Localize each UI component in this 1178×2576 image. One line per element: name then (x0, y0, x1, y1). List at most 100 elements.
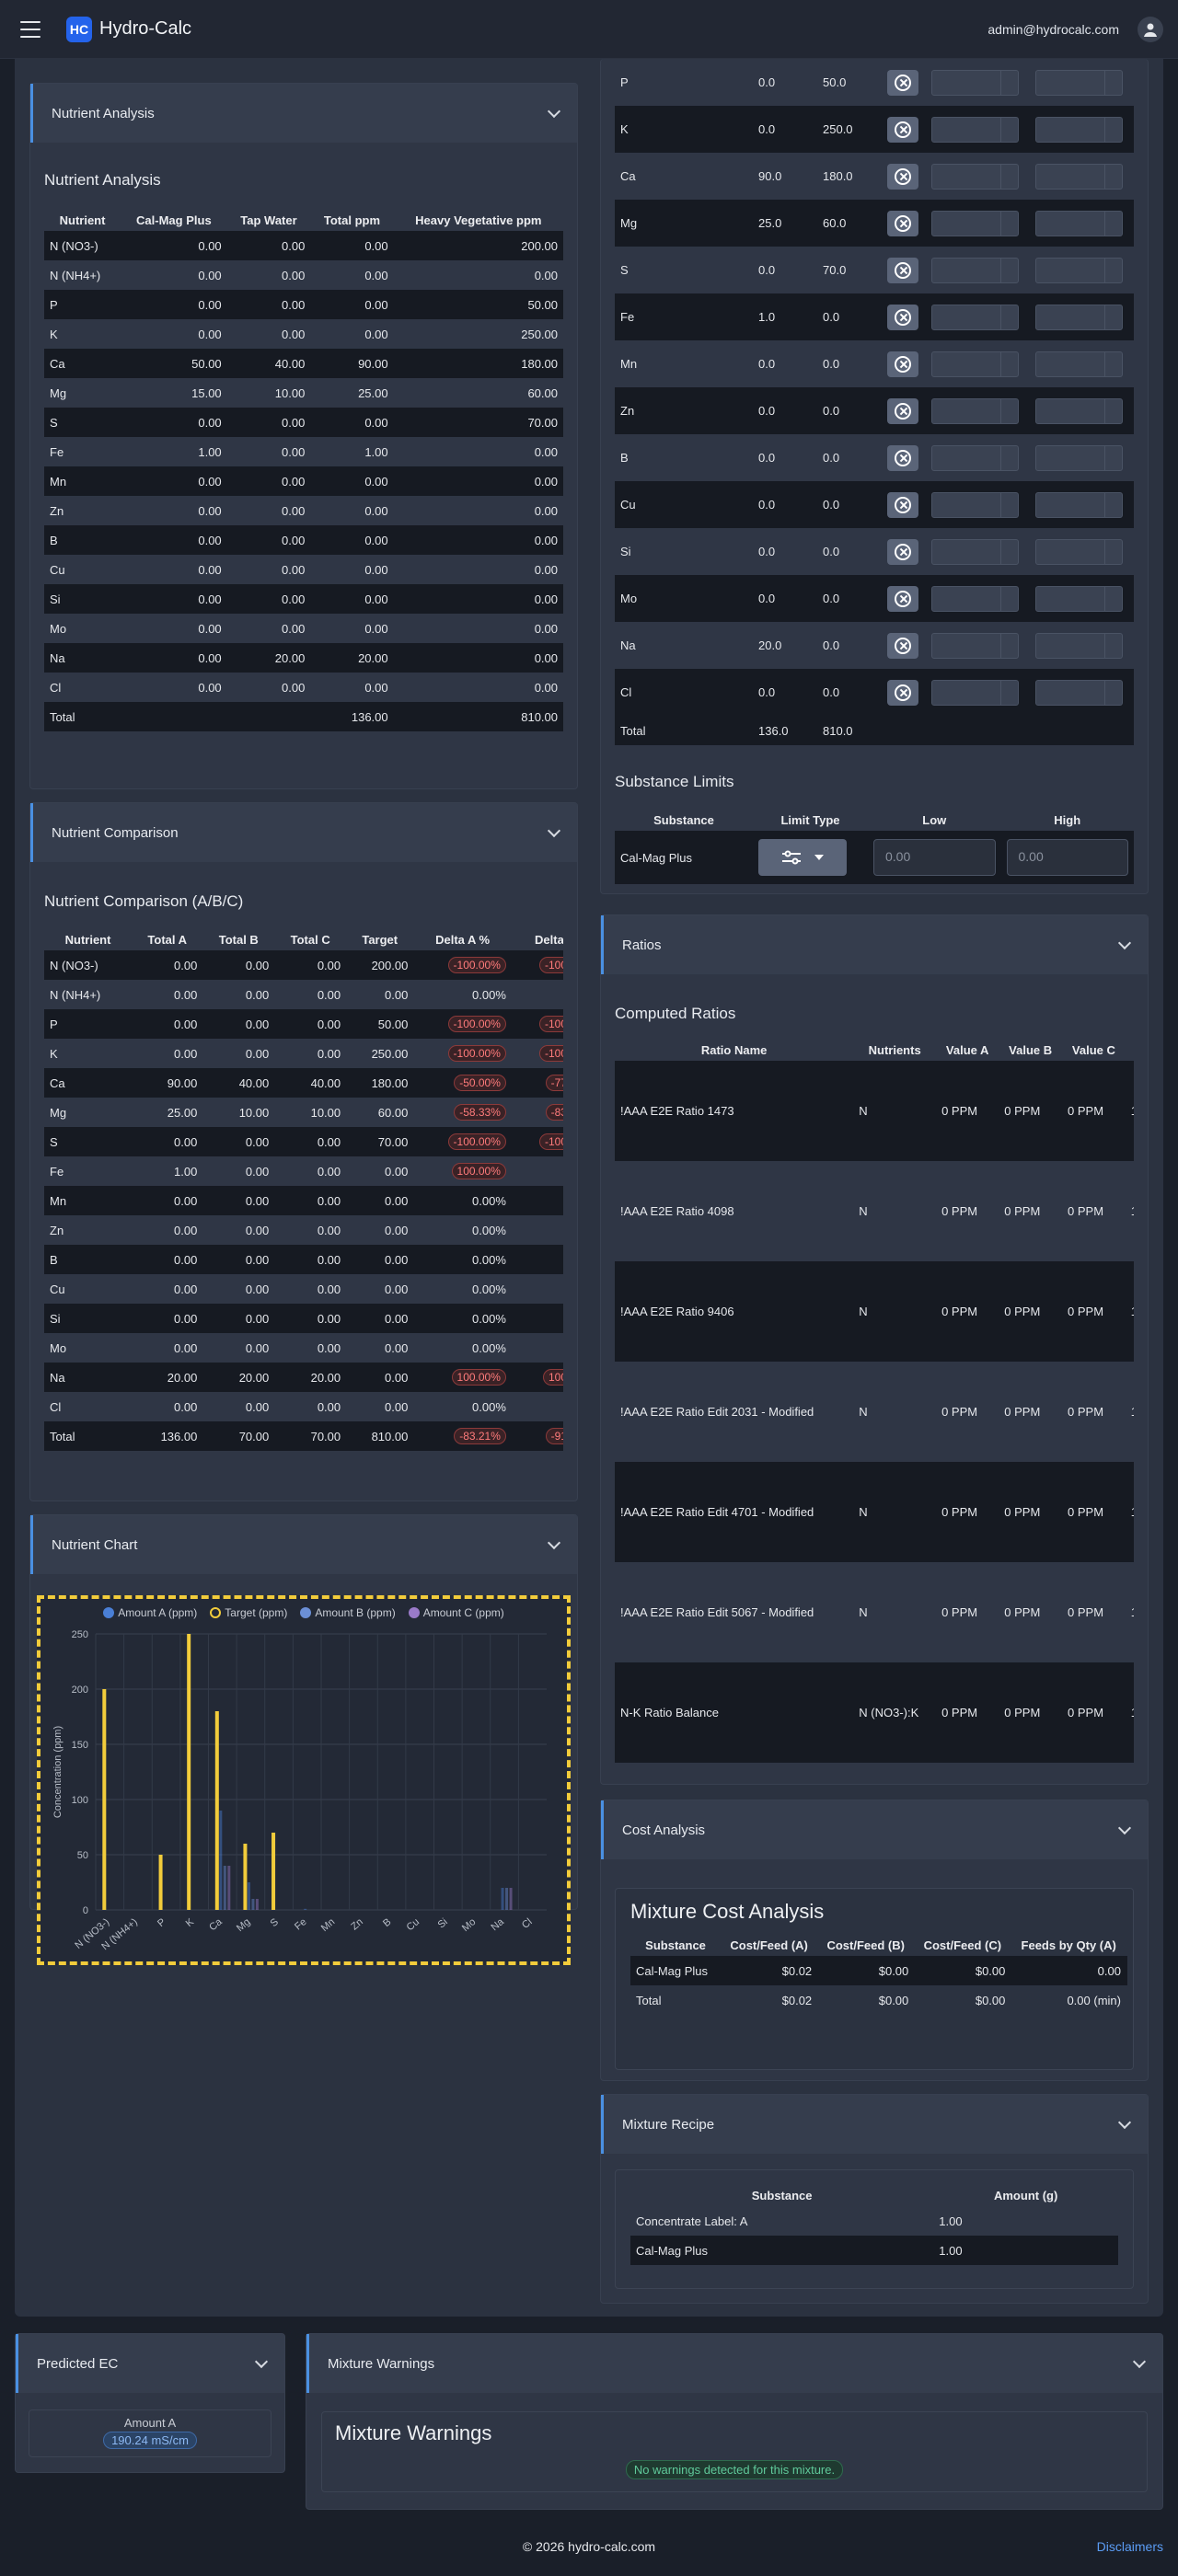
cost-analysis-header[interactable]: Cost Analysis (601, 1800, 1148, 1859)
remove-icon[interactable] (887, 69, 918, 96)
quantity-stepper[interactable] (931, 304, 1020, 330)
quantity-stepper[interactable] (931, 491, 1020, 518)
remove-icon[interactable] (887, 632, 918, 659)
ratios-header[interactable]: Ratios (601, 915, 1148, 974)
quantity-stepper[interactable] (931, 444, 1020, 471)
table-row: Na 20.00 20.00 20.00 0.00 100.00% 100.0 (44, 1363, 563, 1392)
cell-value: 0 PPM (1004, 1706, 1041, 1719)
table-cell: 0 PPM (999, 1562, 1062, 1662)
remove-icon[interactable] (887, 351, 918, 377)
quantity-stepper[interactable] (931, 397, 1020, 424)
nutrient-analysis-header[interactable]: Nutrient Analysis (30, 84, 577, 143)
cell-value: 180.0 (823, 169, 853, 183)
table-cell: 0 PPM (999, 1061, 1062, 1161)
mixture-warnings-header[interactable]: Mixture Warnings (306, 2334, 1162, 2393)
table-cell: K (44, 1039, 132, 1068)
chevron-down-icon[interactable] (1117, 936, 1132, 950)
quantity-stepper[interactable] (1035, 397, 1124, 424)
table-row: Total $0.02 $0.00 $0.00 0.00 (min) 0 (630, 1985, 1127, 2015)
cell-value: 0.00 (198, 268, 222, 282)
limit-high-input[interactable]: 0.00 (1006, 839, 1128, 876)
quantity-stepper[interactable] (931, 538, 1020, 565)
cell-value: -100.0 (538, 1016, 563, 1032)
table-cell: 0.0 (817, 575, 882, 622)
bar-amount-a (304, 1908, 307, 1910)
panel-title: Nutrient Chart (52, 1536, 138, 1553)
remove-icon[interactable] (887, 491, 918, 518)
comparison-table-scroll[interactable]: Nutrient Total A Total B Total C Target Delta… (44, 929, 563, 1487)
cell-value: 0.00 (245, 1134, 270, 1149)
remove-icon[interactable] (887, 444, 918, 471)
remove-icon[interactable] (887, 116, 918, 143)
quantity-stepper[interactable] (1035, 632, 1124, 659)
legend-item[interactable]: Amount B (ppm) (300, 1606, 396, 1619)
x-tick-label: Si (436, 1916, 450, 1930)
remove-icon[interactable] (887, 257, 918, 283)
remove-icon[interactable] (887, 304, 918, 330)
quantity-stepper[interactable] (931, 163, 1020, 190)
menu-icon[interactable] (20, 20, 40, 38)
quantity-stepper[interactable] (1035, 538, 1124, 565)
nutrient-chart-header[interactable]: Nutrient Chart (30, 1515, 577, 1574)
quantity-stepper[interactable] (931, 585, 1020, 612)
chevron-down-icon[interactable] (254, 2354, 269, 2369)
remove-icon[interactable] (887, 585, 918, 612)
quantity-stepper[interactable] (1035, 163, 1124, 190)
quantity-stepper[interactable] (1035, 116, 1124, 143)
limit-low-input[interactable]: 0.00 (873, 839, 996, 876)
cell-value: -100.0 (538, 1045, 563, 1062)
remove-icon[interactable] (887, 538, 918, 565)
quantity-stepper[interactable] (931, 351, 1020, 377)
ec-label: Amount A (123, 2416, 177, 2430)
limit-type-select[interactable] (758, 839, 847, 876)
legend-item[interactable]: Amount A (ppm) (103, 1606, 197, 1619)
table-cell: 810.00 (394, 702, 563, 731)
cell-value: 0.00 (174, 1193, 198, 1208)
quantity-stepper[interactable] (931, 257, 1020, 283)
quantity-stepper[interactable] (931, 116, 1020, 143)
legend-item[interactable]: Target (ppm) (210, 1606, 287, 1619)
table-row: Total 136.00 810.00 (44, 702, 563, 731)
chevron-down-icon[interactable] (547, 823, 561, 838)
chevron-down-icon[interactable] (1117, 1821, 1132, 1835)
quantity-stepper[interactable] (1035, 679, 1124, 706)
quantity-stepper[interactable] (1035, 210, 1124, 236)
cell-value: 0.00 (245, 1193, 270, 1208)
quantity-stepper[interactable] (1035, 69, 1124, 96)
predicted-ec-header[interactable]: Predicted EC (16, 2334, 284, 2393)
chevron-down-icon[interactable] (547, 104, 561, 119)
quantity-stepper[interactable] (1035, 444, 1124, 471)
cell-value: 0.00 (317, 1134, 341, 1149)
quantity-stepper[interactable] (1035, 585, 1124, 612)
quantity-stepper[interactable] (1035, 351, 1124, 377)
quantity-stepper[interactable] (931, 632, 1020, 659)
chevron-down-icon[interactable] (1117, 2115, 1132, 2130)
disclaimers-link[interactable]: Disclaimers (1096, 2539, 1163, 2554)
cell-value: 136.00 (160, 1429, 198, 1443)
quantity-stepper[interactable] (1035, 304, 1124, 330)
account-icon[interactable] (1138, 17, 1163, 42)
quantity-stepper[interactable] (1035, 257, 1124, 283)
mixture-recipe-header[interactable]: Mixture Recipe (601, 2095, 1148, 2154)
remove-icon[interactable] (887, 210, 918, 236)
nutrient-comparison-header[interactable]: Nutrient Comparison (30, 803, 577, 862)
cell-value: Cu (620, 498, 636, 512)
remove-icon[interactable] (887, 397, 918, 424)
quantity-stepper[interactable] (931, 69, 1020, 96)
table-cell: -100.00% (413, 950, 512, 980)
quantity-stepper[interactable] (931, 210, 1020, 236)
table-cell: 0.0 (753, 669, 817, 716)
legend-item[interactable]: Amount C (ppm) (408, 1606, 504, 1619)
table-row: Cal-Mag Plus 1.00 (630, 2236, 1118, 2265)
table-cell: 0.00 (274, 1304, 346, 1333)
chevron-down-icon[interactable] (547, 1535, 561, 1550)
quantity-stepper[interactable] (1035, 491, 1124, 518)
ratios-table-scroll[interactable]: Ratio Name Nutrients Value A Value B Value C… (615, 1040, 1134, 1772)
chevron-down-icon[interactable] (1132, 2354, 1147, 2369)
remove-icon[interactable] (887, 163, 918, 190)
table-cell: P (615, 59, 753, 106)
remove-icon[interactable] (887, 679, 918, 706)
cell-value: 0 PPM (1004, 1505, 1041, 1519)
quantity-stepper[interactable] (931, 679, 1020, 706)
